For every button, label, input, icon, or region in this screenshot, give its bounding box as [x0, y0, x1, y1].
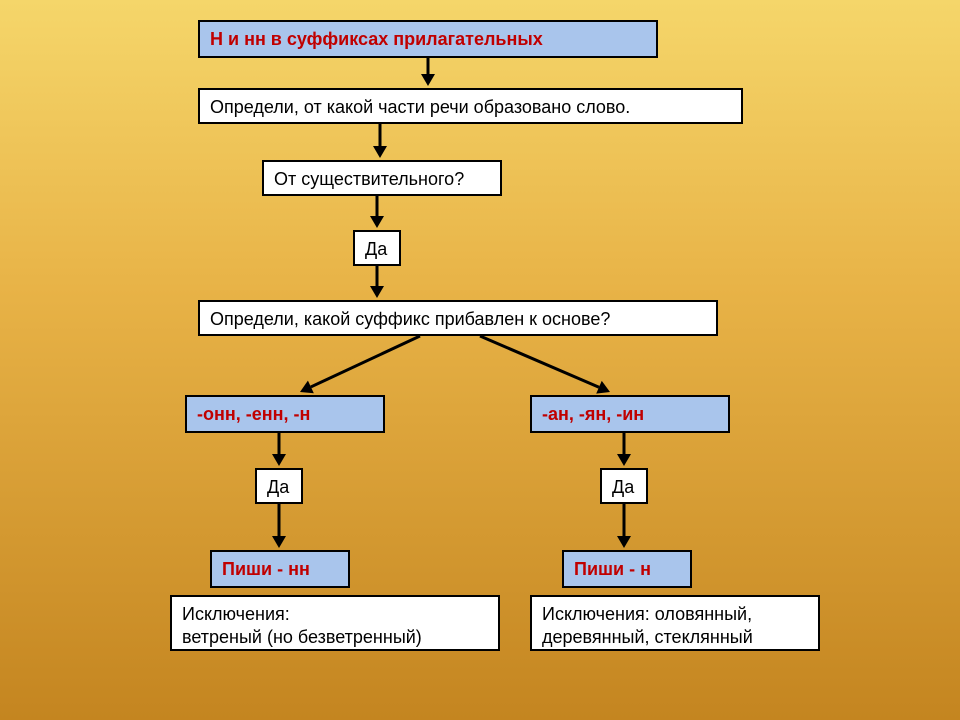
- step3-box: Определи, какой суффикс прибавлен к осно…: [198, 300, 718, 336]
- title-box: Н и нн в суффиксах прилагательных: [198, 20, 658, 58]
- step2-box: От существительного?: [262, 160, 502, 196]
- right-suffix-box: -ан, -ян, -ин: [530, 395, 730, 433]
- step1-box: Определи, от какой части речи образовано…: [198, 88, 743, 124]
- left-suffix-box: -онн, -енн, -н: [185, 395, 385, 433]
- da-right-box: Да: [600, 468, 648, 504]
- write-left-box: Пиши - нн: [210, 550, 350, 588]
- write-right-box: Пиши - н: [562, 550, 692, 588]
- da-left-box: Да: [255, 468, 303, 504]
- exception-right-box: Исключения: оловянный,деревянный, стекля…: [530, 595, 820, 651]
- exception-left-box: Исключения:ветреный (но безветренный): [170, 595, 500, 651]
- da1-box: Да: [353, 230, 401, 266]
